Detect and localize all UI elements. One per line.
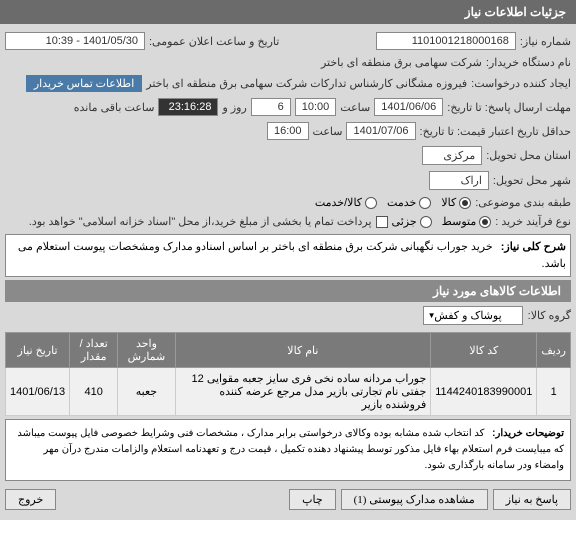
th-row: ردیف <box>537 333 571 368</box>
goods-group-dropdown[interactable]: پوشاک و کفش <box>423 306 523 325</box>
buyer-value: شرکت سهامی برق منطقه ای باختر <box>321 56 482 69</box>
goods-table: ردیف کد کالا نام کالا واحد شمارش تعداد /… <box>5 332 571 416</box>
process-label: نوع فرآیند خرید : <box>495 215 571 228</box>
th-name: نام کالا <box>175 333 431 368</box>
buyer-notes-text: کد انتخاب شده مشابه بوده وکالای درخواستی… <box>17 428 564 471</box>
radio-label: خدمت <box>387 196 416 209</box>
radio-icon <box>419 197 431 209</box>
goods-group-label: گروه کالا: <box>528 309 571 322</box>
radio-icon <box>479 216 491 228</box>
cell-code: 1144240183990001 <box>431 368 537 416</box>
deadline-date: 1401/06/06 <box>374 98 443 116</box>
deadline-label: مهلت ارسال پاسخ: تا تاریخ: <box>447 101 571 114</box>
th-unit: واحد شمارش <box>118 333 175 368</box>
need-number-value: 1101001218000168 <box>376 32 516 50</box>
radio-label: جزئی <box>392 215 417 228</box>
form-container: شماره نیاز: 1101001218000168 تاریخ و ساع… <box>0 24 576 520</box>
description-text: خرید جوراب نگهبانی شرکت برق منطقه ای باخ… <box>18 241 566 270</box>
requester-label: ایجاد کننده درخواست: <box>471 77 571 90</box>
city-label: شهر محل تحویل: <box>493 174 571 187</box>
button-bar: پاسخ به نیاز مشاهده مدارک پیوستی (1) چاپ… <box>5 484 571 515</box>
buyer-label: نام دستگاه خریدار: <box>486 56 571 69</box>
exit-button[interactable]: خروج <box>5 489 56 510</box>
city-value: اراک <box>429 171 489 190</box>
buyer-notes-label: توضیحات خریدار: <box>492 428 564 439</box>
th-qty: تعداد / مقدار <box>70 333 118 368</box>
cell-date: 1401/06/13 <box>6 368 70 416</box>
category-radio-group: کالا خدمت کالا/خدمت <box>315 196 471 209</box>
requester-value: فیروزه مشگانی کارشناس تدارکات شرکت سهامی… <box>146 77 467 90</box>
deadline-days-label: روز و <box>222 101 246 114</box>
province-value: مرکزی <box>422 146 482 165</box>
deadline-time: 10:00 <box>295 98 337 116</box>
radio-icon <box>420 216 432 228</box>
dropdown-value: پوشاک و کفش <box>434 310 501 322</box>
respond-button[interactable]: پاسخ به نیاز <box>493 489 571 510</box>
deadline-remain-label: ساعت باقی مانده <box>74 101 155 114</box>
description-label: شرح کلی نیاز: <box>501 241 566 253</box>
announce-label: تاریخ و ساعت اعلان عمومی: <box>149 35 279 48</box>
category-label: طبقه بندی موضوعی: <box>475 196 571 209</box>
process-note: پرداخت تمام یا بخشی از مبلغ خرید،از محل … <box>29 215 372 228</box>
table-header-row: ردیف کد کالا نام کالا واحد شمارش تعداد /… <box>6 333 571 368</box>
category-option-both[interactable]: کالا/خدمت <box>315 196 377 209</box>
deadline-remain: 23:16:28 <box>158 98 218 116</box>
cell-unit: جعبه <box>118 368 175 416</box>
th-code: کد کالا <box>431 333 537 368</box>
print-button[interactable]: چاپ <box>289 489 336 510</box>
announce-value: 1401/05/30 - 10:39 <box>5 32 145 50</box>
deadline-days: 6 <box>251 98 291 116</box>
radio-icon <box>459 197 471 209</box>
validity-time: 16:00 <box>267 122 309 140</box>
validity-label: حداقل تاریخ اعتبار قیمت: تا تاریخ: <box>420 125 571 138</box>
page-title: جزئیات اطلاعات نیاز <box>465 5 566 19</box>
cell-qty: 410 <box>70 368 118 416</box>
validity-date: 1401/07/06 <box>346 122 415 140</box>
need-number-label: شماره نیاز: <box>520 35 571 48</box>
category-option-goods[interactable]: کالا <box>441 196 471 209</box>
deadline-time-label: ساعت <box>340 101 370 114</box>
radio-label: متوسط <box>442 215 477 228</box>
contact-info-button[interactable]: اطلاعات تماس خریدار <box>26 75 142 92</box>
validity-time-label: ساعت <box>313 125 343 138</box>
radio-icon <box>365 197 377 209</box>
treasury-checkbox[interactable] <box>376 216 388 228</box>
cell-name: جوراب مردانه ساده نخی فری سایز جعبه مقوا… <box>175 368 431 416</box>
radio-label: کالا/خدمت <box>315 196 362 209</box>
process-radio-group: متوسط جزئی <box>392 215 492 228</box>
description-box: شرح کلی نیاز: خرید جوراب نگهبانی شرکت بر… <box>5 234 571 277</box>
table-row: 1 1144240183990001 جوراب مردانه ساده نخی… <box>6 368 571 416</box>
goods-section-header: اطلاعات کالاهای مورد نیاز <box>5 280 571 302</box>
buyer-notes-box: توضیحات خریدار: کد انتخاب شده مشابه بوده… <box>5 419 571 481</box>
process-option-minor[interactable]: جزئی <box>392 215 432 228</box>
page-header: جزئیات اطلاعات نیاز <box>0 0 576 24</box>
province-label: استان محل تحویل: <box>486 149 571 162</box>
cell-row: 1 <box>537 368 571 416</box>
attachments-button[interactable]: مشاهده مدارک پیوستی (1) <box>341 489 488 510</box>
th-date: تاریخ نیاز <box>6 333 70 368</box>
process-option-medium[interactable]: متوسط <box>442 215 492 228</box>
radio-label: کالا <box>441 196 456 209</box>
category-option-service[interactable]: خدمت <box>387 196 431 209</box>
